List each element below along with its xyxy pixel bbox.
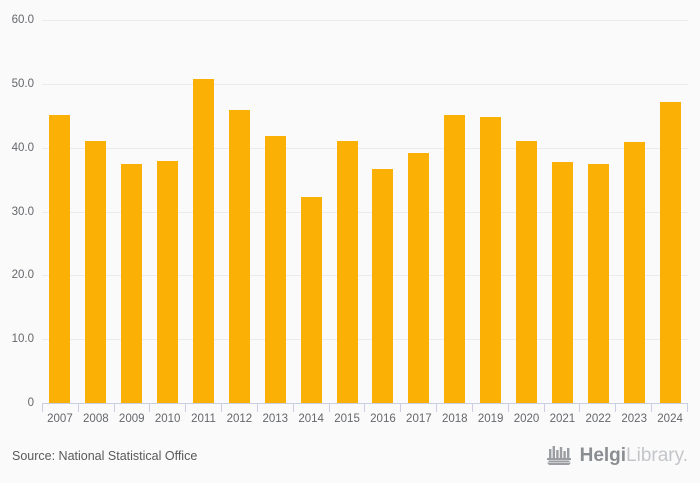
y-tick-label: 0 — [27, 397, 34, 409]
bar-2024[interactable] — [659, 102, 681, 403]
bar-2021[interactable] — [551, 162, 573, 403]
bar-2022[interactable] — [587, 164, 609, 403]
x-tick-2011 — [186, 404, 223, 412]
gridline — [42, 83, 688, 85]
bar-2010[interactable] — [157, 161, 179, 403]
x-tick-label-2013: 2013 — [262, 413, 289, 425]
bar-slot — [257, 20, 293, 403]
x-tick-label-2007: 2007 — [47, 413, 73, 425]
bar-slot — [221, 20, 257, 403]
x-tick-label-2017: 2017 — [406, 413, 432, 425]
bar-2008[interactable] — [85, 140, 107, 403]
bar-2023[interactable] — [623, 141, 645, 403]
x-tick-2023 — [616, 404, 653, 412]
bar-slot — [186, 20, 222, 403]
bar-slot — [42, 20, 78, 403]
x-tick-2024 — [652, 404, 688, 412]
bar-slot — [150, 20, 186, 403]
x-tick-label-2020: 2020 — [513, 413, 540, 425]
bar-2020[interactable] — [516, 141, 538, 403]
brand-logo[interactable]: HelgiLibrary. — [546, 444, 688, 466]
chart-footer: Source: National Statistical Office Helg… — [0, 436, 700, 483]
x-tick-label-2009: 2009 — [118, 413, 145, 425]
x-tick-label-2008: 2008 — [83, 413, 109, 425]
x-tick-2020 — [509, 404, 545, 412]
bar-2012[interactable] — [228, 110, 250, 403]
bar-slot — [78, 20, 114, 403]
x-tick-2012 — [222, 404, 258, 412]
bar-2013[interactable] — [264, 136, 286, 403]
bar-slot — [616, 20, 652, 403]
x-axis-labels: 2007 2008 2009 2010 2011 2012 2013 2014 2015 2016… — [42, 413, 688, 426]
bar-2011[interactable] — [193, 78, 214, 403]
x-tick-2007 — [42, 404, 79, 412]
y-tick-label: 20.0 — [11, 269, 34, 282]
gridline — [42, 20, 688, 21]
y-tick-label: 30.0 — [11, 205, 34, 218]
x-tick-2018 — [437, 404, 473, 412]
x-tick-label-2016: 2016 — [370, 413, 396, 425]
x-tick-2009 — [115, 404, 151, 412]
x-tick-label-2012: 2012 — [226, 413, 253, 425]
x-tick-label-2011: 2011 — [191, 413, 216, 425]
y-tick-label: 60.0 — [11, 14, 34, 26]
x-tick-label-2021: 2021 — [549, 413, 576, 425]
bar-2014[interactable] — [300, 196, 322, 403]
gridline — [42, 339, 688, 341]
x-tick-2016 — [365, 404, 402, 412]
x-tick-label-2023: 2023 — [621, 413, 647, 425]
bar-slot — [114, 20, 150, 403]
x-tick-label-2019: 2019 — [477, 413, 504, 425]
gridline — [42, 147, 688, 149]
gridline — [42, 211, 688, 213]
bar-slot — [544, 20, 580, 403]
x-tick-2010 — [150, 404, 187, 412]
x-tick-label-2018: 2018 — [441, 413, 468, 425]
brand-wordmark: HelgiLibrary. — [580, 446, 688, 465]
bar-slot — [580, 20, 616, 403]
bar-2019[interactable] — [480, 117, 502, 403]
bar-2015[interactable] — [336, 140, 358, 403]
bar-slot — [509, 20, 545, 403]
bar-slot — [329, 20, 365, 403]
brand-name-primary: Helgi — [579, 444, 627, 466]
bar-slot — [365, 20, 401, 403]
x-tick-2014 — [294, 404, 330, 412]
x-axis-ticks — [42, 403, 688, 412]
brand-name-secondary: Library — [626, 444, 683, 466]
bar-slot — [437, 20, 473, 403]
bar-slot — [652, 20, 688, 403]
bar-2018[interactable] — [444, 115, 466, 403]
x-tick-2013 — [258, 404, 294, 412]
y-axis: 60.0 50.0 40.0 30.0 20.0 10.0 0 — [0, 14, 34, 408]
bar-slot — [293, 20, 329, 403]
x-tick-2021 — [545, 404, 581, 412]
x-tick-label-2022: 2022 — [585, 413, 612, 425]
bar-2009[interactable] — [121, 163, 143, 403]
x-tick-2019 — [473, 404, 509, 412]
x-tick-label-2024: 2024 — [657, 413, 683, 425]
gridline — [42, 275, 688, 277]
x-tick-2017 — [401, 404, 438, 412]
bars-layer — [42, 20, 688, 403]
x-tick-label-2010: 2010 — [154, 413, 181, 425]
bar-2016[interactable] — [372, 168, 394, 403]
y-tick-label: 10.0 — [11, 333, 34, 346]
x-tick-label-2015: 2015 — [334, 413, 360, 425]
bar-2007[interactable] — [49, 115, 71, 403]
x-tick-2022 — [580, 404, 617, 412]
bar-slot — [401, 20, 437, 403]
y-tick-label: 40.0 — [11, 141, 34, 154]
source-note: Source: National Statistical Office — [12, 449, 198, 463]
x-tick-label-2014: 2014 — [298, 413, 324, 425]
y-tick-label: 50.0 — [11, 77, 34, 90]
x-tick-2008 — [79, 404, 115, 412]
bar-2017[interactable] — [408, 153, 430, 403]
brand-suffix: . — [682, 444, 688, 466]
bar-slot — [473, 20, 509, 403]
library-building-icon — [546, 446, 571, 465]
x-tick-2015 — [330, 404, 366, 412]
